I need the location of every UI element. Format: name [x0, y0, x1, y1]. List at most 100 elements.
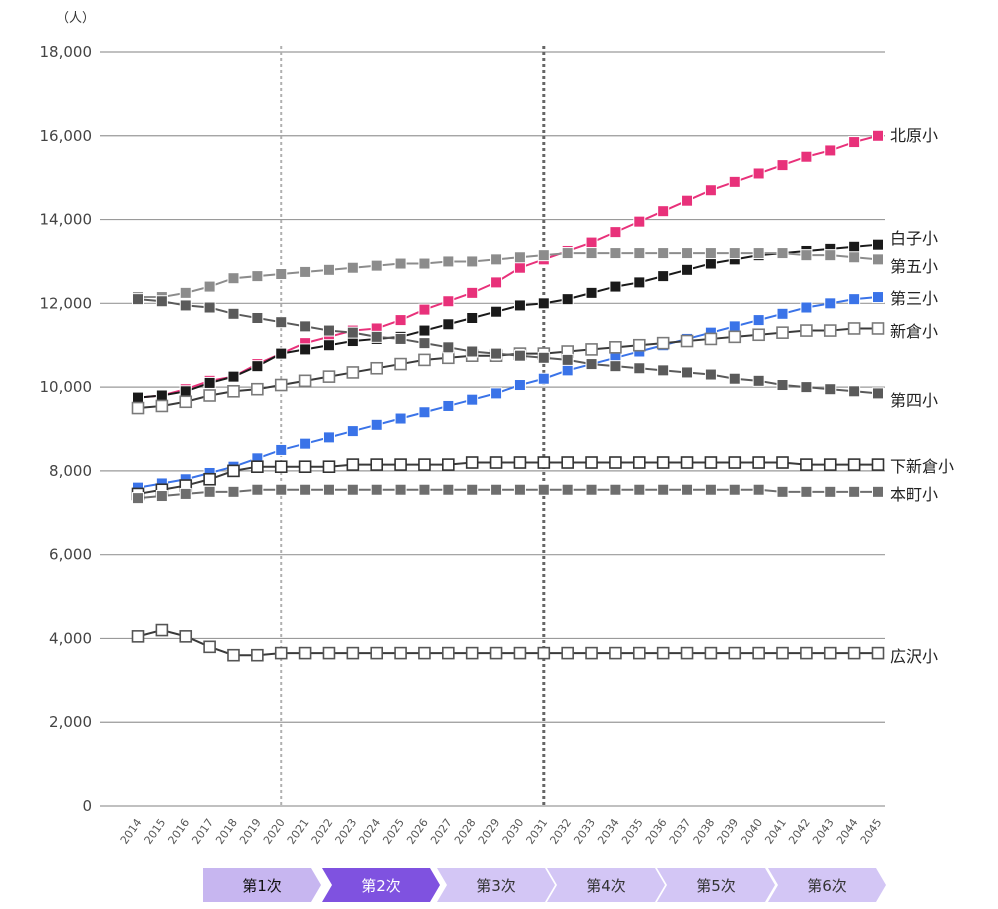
- data-point: [442, 341, 455, 354]
- data-point: [179, 385, 192, 398]
- data-point: [299, 483, 312, 496]
- data-point: [657, 270, 670, 283]
- phase-step[interactable]: 第2次: [322, 868, 440, 902]
- data-point: [490, 347, 503, 360]
- data-point: [537, 483, 550, 496]
- data-point: [155, 490, 168, 503]
- data-point: [490, 253, 503, 266]
- data-point: [299, 265, 312, 278]
- data-point: [489, 646, 503, 660]
- data-point: [681, 483, 694, 496]
- data-point: [298, 646, 312, 660]
- phase-step-label: 第6次: [807, 877, 847, 895]
- data-point: [704, 184, 717, 197]
- data-point: [704, 483, 717, 496]
- data-point: [322, 339, 335, 352]
- data-point: [537, 297, 550, 310]
- data-point: [346, 261, 359, 274]
- data-point: [203, 389, 216, 402]
- y-unit-label: （人）: [56, 11, 95, 26]
- data-point: [848, 136, 861, 149]
- data-point: [442, 318, 455, 331]
- x-tick-label: 2038: [691, 816, 718, 846]
- data-point: [275, 483, 288, 496]
- x-tick-label: 2022: [309, 816, 336, 846]
- data-point: [322, 263, 335, 276]
- series-第四小: [132, 293, 884, 400]
- data-point: [632, 646, 646, 660]
- data-point: [179, 487, 192, 500]
- data-point: [632, 456, 646, 469]
- data-point: [776, 456, 789, 469]
- phase-step-shape: [437, 868, 555, 902]
- data-point: [513, 349, 526, 362]
- data-point: [561, 247, 574, 260]
- data-point: [227, 370, 240, 383]
- data-point: [848, 385, 861, 398]
- data-point: [537, 456, 551, 469]
- data-point: [609, 360, 622, 373]
- data-point: [513, 646, 527, 660]
- x-tick-label: 2023: [333, 816, 360, 846]
- phase-step[interactable]: 第5次: [657, 868, 775, 902]
- x-tick-label: 2042: [786, 816, 813, 846]
- data-point: [466, 393, 479, 406]
- data-point: [251, 382, 264, 396]
- x-tick-label: 2035: [619, 816, 646, 846]
- data-point: [681, 247, 694, 260]
- data-point: [776, 307, 789, 320]
- data-point: [848, 251, 861, 264]
- data-point: [466, 345, 479, 358]
- data-point: [800, 381, 813, 394]
- data-point: [274, 378, 288, 392]
- data-point: [490, 387, 503, 400]
- phase-step-label: 第4次: [586, 877, 626, 895]
- data-point: [872, 238, 884, 251]
- data-point: [490, 276, 503, 289]
- x-tick-label: 2017: [189, 816, 216, 846]
- y-tick-label: 0: [82, 797, 92, 815]
- data-point: [203, 376, 216, 389]
- data-point: [847, 646, 861, 660]
- phase-step-label: 第2次: [361, 877, 401, 895]
- data-point: [466, 286, 479, 299]
- x-tick-label: 2019: [237, 816, 264, 846]
- y-tick-label: 6,000: [49, 546, 92, 564]
- series-広沢小: [131, 623, 885, 662]
- data-point: [274, 646, 288, 660]
- phase-step[interactable]: 第6次: [768, 868, 886, 902]
- series-line: [137, 488, 878, 500]
- y-tick-label: 16,000: [40, 127, 93, 145]
- x-tick-label: 2025: [380, 816, 407, 846]
- series-label: 広沢小: [890, 647, 938, 666]
- data-point: [513, 261, 526, 274]
- phase-step[interactable]: 第1次: [203, 868, 321, 902]
- phase-step[interactable]: 第4次: [547, 868, 665, 902]
- data-point: [442, 483, 455, 496]
- data-point: [681, 263, 694, 276]
- data-point: [275, 316, 288, 329]
- data-point: [704, 332, 718, 346]
- data-point: [681, 366, 694, 379]
- data-point: [155, 295, 168, 308]
- series-北原小: [132, 129, 884, 404]
- data-point: [322, 431, 335, 444]
- phase-boundary-lines: [280, 46, 546, 808]
- data-point: [394, 257, 407, 270]
- series-label: 新倉小: [890, 322, 938, 341]
- data-point: [370, 330, 383, 343]
- series-本町小: [132, 483, 884, 505]
- phase-step[interactable]: 第3次: [437, 868, 555, 902]
- series-label: 本町小: [890, 485, 938, 504]
- data-point: [823, 646, 837, 660]
- data-point: [203, 485, 216, 498]
- data-point: [800, 324, 813, 337]
- data-point: [656, 336, 670, 350]
- data-point: [824, 249, 837, 262]
- series-line: [137, 296, 879, 489]
- data-point: [776, 646, 789, 660]
- data-point: [418, 483, 431, 496]
- data-point: [251, 360, 264, 373]
